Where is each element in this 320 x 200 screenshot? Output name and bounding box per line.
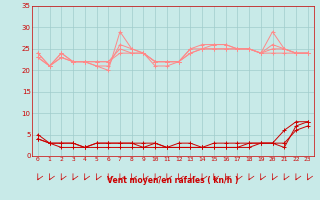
X-axis label: Vent moyen/en rafales ( kn/h ): Vent moyen/en rafales ( kn/h ) <box>107 176 238 185</box>
